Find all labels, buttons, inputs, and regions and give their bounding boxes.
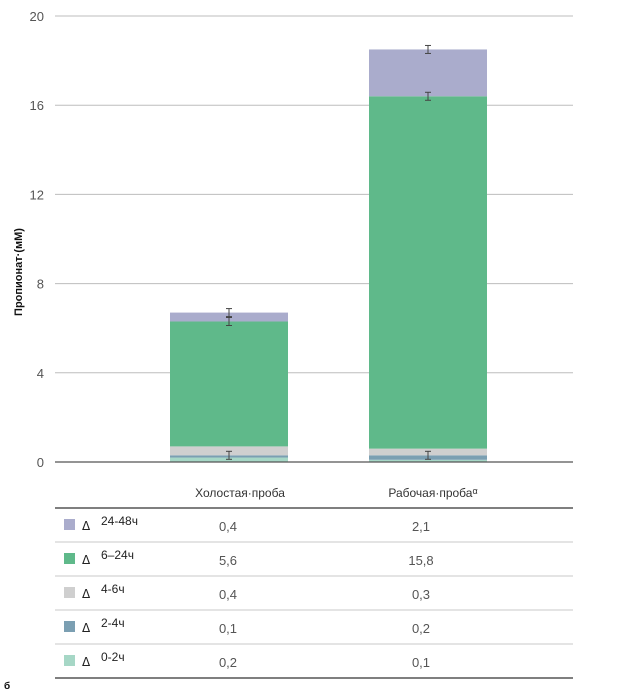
delta-symbol: Δ	[82, 519, 91, 533]
table-cell: 0,1	[412, 655, 430, 670]
bar-segment	[170, 321, 288, 447]
delta-symbol: Δ	[82, 587, 91, 601]
category-label: Рабочая·пробаα	[388, 486, 477, 500]
legend-swatch	[64, 587, 75, 598]
y-tick-label: 12	[30, 187, 44, 202]
series-name: 0-2ч	[101, 650, 125, 664]
footer-mark: б	[4, 681, 11, 692]
data-table: Холостая·проба Рабочая·пробаα Δ 24-48ч 0,4 2,…	[55, 486, 573, 679]
table-cell: 15,8	[408, 553, 433, 568]
bars	[170, 49, 487, 462]
table-cell: 2,1	[412, 519, 430, 534]
series-name: 24-48ч	[101, 514, 138, 528]
legend-swatch	[64, 655, 75, 666]
error-bars	[226, 44, 431, 460]
table-cell: 0,3	[412, 587, 430, 602]
table-cell: 0,4	[219, 519, 237, 534]
y-tick-label: 20	[30, 9, 44, 24]
table-cell: 0,2	[219, 655, 237, 670]
y-axis-label: Пропионат·(мМ)	[13, 228, 25, 316]
delta-symbol: Δ	[82, 553, 91, 567]
series-name: 6–24ч	[101, 548, 134, 562]
gridlines	[55, 15, 573, 374]
series-name: 2-4ч	[101, 616, 125, 630]
bar-segment	[369, 49, 487, 97]
y-tick-label: 4	[37, 366, 44, 381]
bar-segment	[369, 459, 487, 462]
table-cell: 0,1	[219, 621, 237, 636]
y-tick-label: 16	[30, 98, 44, 113]
delta-symbol: Δ	[82, 655, 91, 669]
bar-segment	[369, 96, 487, 449]
legend-swatch	[64, 553, 75, 564]
table-cell: 0,4	[219, 587, 237, 602]
y-tick-labels: 0 4 8 12 16 20	[30, 9, 44, 470]
y-tick-label: 8	[37, 277, 44, 292]
delta-symbol: Δ	[82, 621, 91, 635]
legend-swatch	[64, 519, 75, 530]
category-label: Холостая·проба	[195, 486, 285, 500]
table-cell: 5,6	[219, 553, 237, 568]
table-cell: 0,2	[412, 621, 430, 636]
y-tick-label: 0	[37, 455, 44, 470]
series-name: 4-6ч	[101, 582, 125, 596]
legend-swatch	[64, 621, 75, 632]
